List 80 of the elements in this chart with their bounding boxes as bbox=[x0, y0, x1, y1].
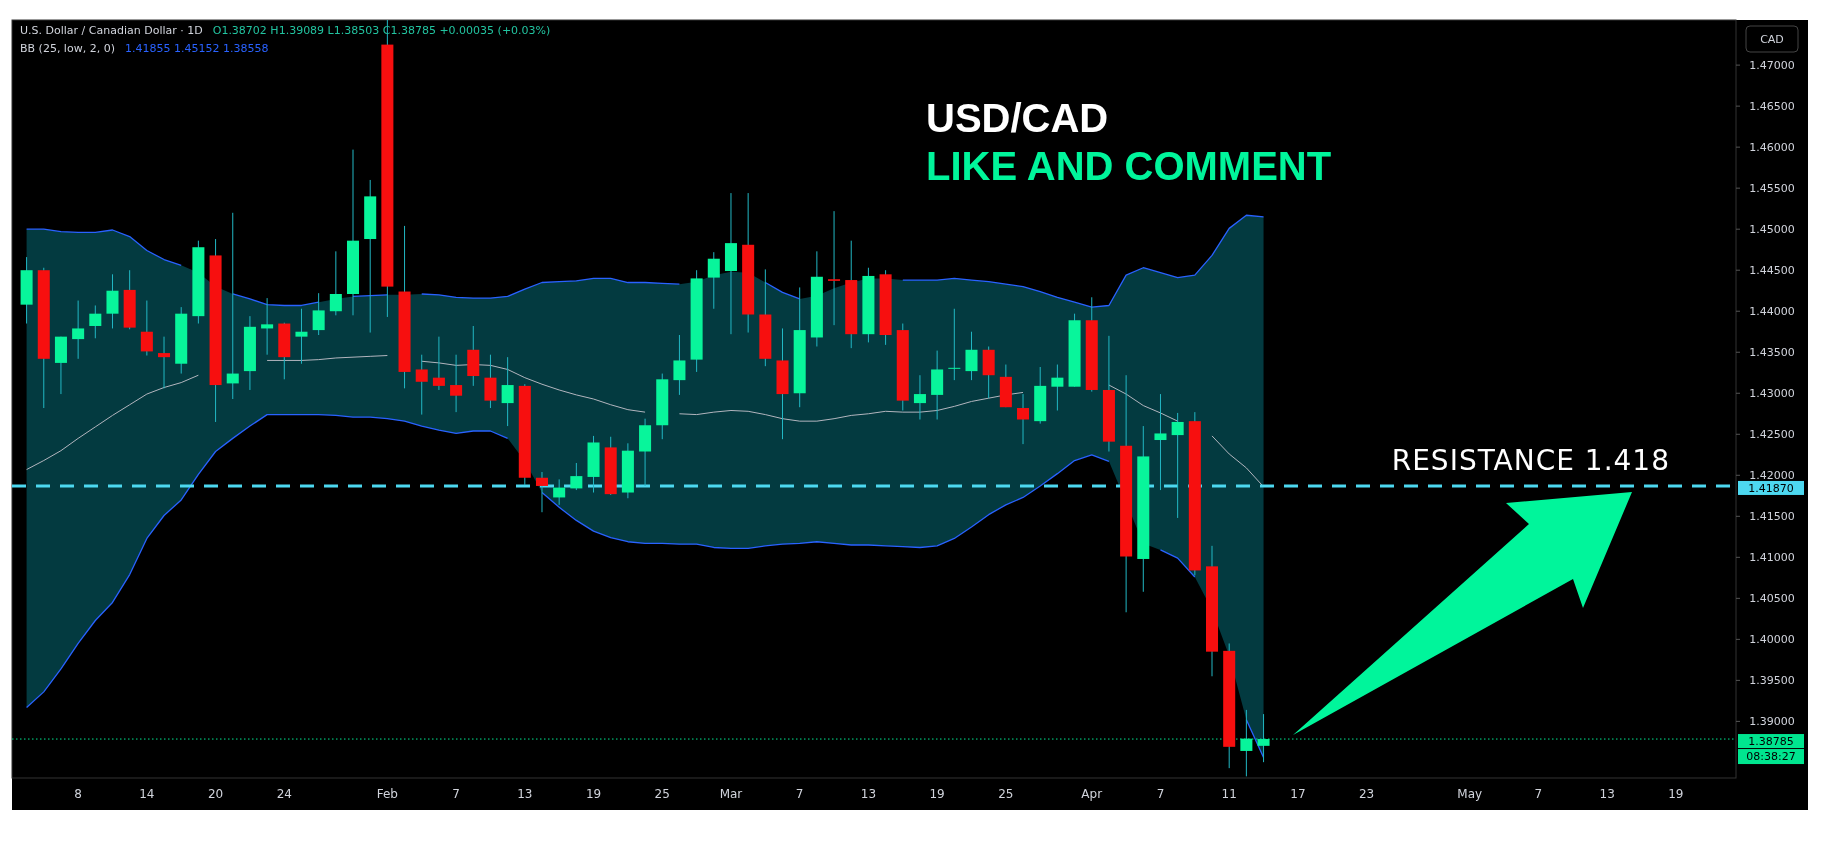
annotation: U.S. Dollar / Canadian Dollar · 1D bbox=[20, 24, 203, 37]
x-tick-label: 23 bbox=[1358, 787, 1375, 801]
x-tick-label: 20 bbox=[207, 787, 224, 801]
x-tick-label: Feb bbox=[376, 787, 398, 801]
candlestick bbox=[535, 471, 548, 513]
x-tick-label: 11 bbox=[1221, 787, 1237, 801]
candlestick bbox=[1017, 393, 1030, 445]
candlestick bbox=[501, 356, 514, 427]
candlestick bbox=[89, 304, 102, 339]
candlestick bbox=[553, 478, 566, 506]
y-tick-label: 1.46500 bbox=[1749, 99, 1795, 113]
candlestick bbox=[432, 336, 445, 391]
candlestick bbox=[673, 334, 686, 396]
candlestick bbox=[707, 251, 720, 310]
y-tick-label: 1.42000 bbox=[1749, 469, 1795, 483]
text: 1.41870 bbox=[1748, 481, 1794, 495]
candlestick bbox=[261, 297, 274, 356]
annotation: 1.41855 1.45152 1.38558 bbox=[124, 42, 269, 55]
candlestick bbox=[913, 374, 926, 421]
candlestick bbox=[948, 308, 961, 381]
y-tick-label: 1.39000 bbox=[1749, 715, 1795, 729]
x-tick-label: 25 bbox=[654, 787, 670, 801]
x-tick-label: 13 bbox=[860, 787, 877, 801]
y-tick-label: 1.41000 bbox=[1749, 551, 1795, 565]
candlestick bbox=[295, 308, 308, 365]
x-tick-label: 7 bbox=[1156, 787, 1165, 801]
candlestick bbox=[329, 250, 342, 316]
y-tick-label: 1.42500 bbox=[1749, 428, 1795, 442]
text: USD/CAD bbox=[926, 96, 1109, 140]
candlestick bbox=[450, 354, 463, 413]
candlestick bbox=[1257, 713, 1270, 763]
text: 1.38785 bbox=[1748, 734, 1794, 748]
y-tick-label: 1.44000 bbox=[1749, 305, 1795, 319]
x-tick-label: 19 bbox=[929, 787, 945, 801]
text: LIKE AND COMMENT bbox=[926, 144, 1332, 188]
candlestick bbox=[484, 354, 497, 409]
x-tick-label: 7 bbox=[1534, 787, 1543, 801]
x-tick-label: 24 bbox=[276, 787, 292, 801]
x-tick-label: May bbox=[1457, 787, 1483, 801]
y-tick-label: 1.46000 bbox=[1749, 141, 1795, 154]
x-tick-label: 25 bbox=[998, 787, 1014, 801]
x-tick-label: 7 bbox=[452, 787, 460, 801]
y-tick-label: 1.45000 bbox=[1749, 223, 1795, 237]
x-tick-label: Apr bbox=[1081, 787, 1103, 801]
candlestick bbox=[106, 273, 119, 329]
candlestick bbox=[1240, 709, 1253, 777]
annotation: BB (25, low, 2, 0) bbox=[20, 42, 115, 55]
y-tick-label: 1.43500 bbox=[1749, 346, 1795, 360]
candlestick bbox=[1154, 393, 1167, 491]
candlestick bbox=[965, 331, 978, 381]
x-tick-label: 8 bbox=[74, 787, 82, 801]
x-tick-label: 13 bbox=[1599, 787, 1615, 801]
y-tick-label: 1.40500 bbox=[1749, 592, 1795, 606]
y-tick-label: 1.44500 bbox=[1749, 264, 1795, 278]
x-tick-label: 7 bbox=[795, 787, 804, 801]
candlestick bbox=[1051, 364, 1064, 411]
x-tick-label: 19 bbox=[585, 787, 602, 801]
ref-line-label: RESISTANCE 1.418 bbox=[1391, 443, 1670, 477]
x-tick-label: 17 bbox=[1290, 787, 1306, 801]
candlestick bbox=[312, 292, 325, 336]
x-tick-label: 13 bbox=[517, 787, 533, 801]
text: 08:38:27 bbox=[1746, 749, 1796, 763]
candlestick bbox=[828, 210, 841, 326]
y-tick-label: 1.39500 bbox=[1749, 674, 1795, 688]
y-tick-label: 1.43000 bbox=[1749, 387, 1795, 401]
candlestick bbox=[1171, 412, 1184, 519]
y-tick-label: 1.40000 bbox=[1749, 633, 1795, 647]
y-tick-label: 1.41500 bbox=[1749, 510, 1795, 524]
x-tick-label: 19 bbox=[1668, 787, 1684, 801]
candlestick bbox=[226, 212, 239, 400]
x-tick-label: 14 bbox=[139, 787, 155, 801]
x-tick-label: Mar bbox=[719, 787, 743, 801]
text: CAD bbox=[1760, 33, 1784, 46]
candlestick bbox=[570, 462, 583, 491]
y-tick-label: 1.45500 bbox=[1749, 182, 1795, 196]
candlestick bbox=[415, 354, 428, 416]
candlestick bbox=[72, 300, 85, 360]
candlestick bbox=[140, 300, 153, 357]
y-tick-label: 1.47000 bbox=[1749, 58, 1795, 72]
candlestick bbox=[158, 336, 171, 389]
